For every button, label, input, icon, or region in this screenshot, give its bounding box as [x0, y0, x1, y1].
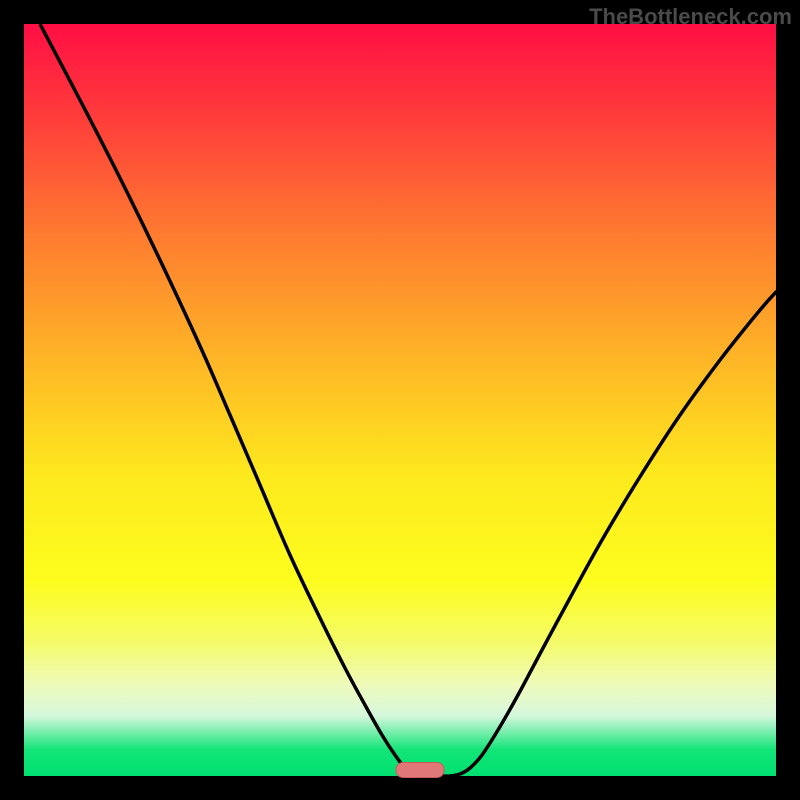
watermark-text: TheBottleneck.com	[589, 4, 792, 30]
chart-background	[24, 24, 776, 776]
optimal-marker	[396, 763, 444, 778]
chart-container: TheBottleneck.com	[0, 0, 800, 800]
bottleneck-chart	[0, 0, 800, 800]
